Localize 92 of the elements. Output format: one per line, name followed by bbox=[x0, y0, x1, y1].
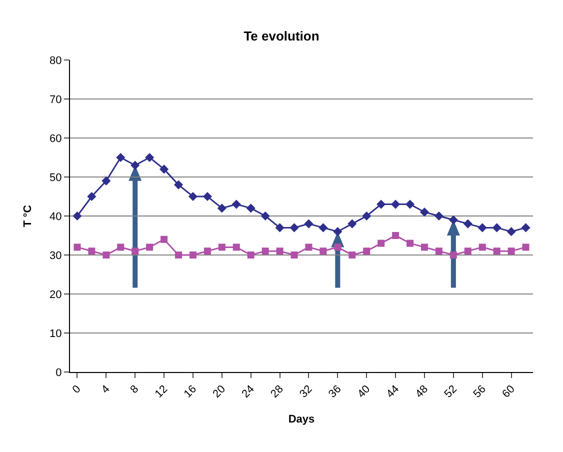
point bbox=[333, 227, 342, 236]
point bbox=[420, 244, 428, 251]
point bbox=[391, 200, 400, 209]
x-tick-label: 28 bbox=[268, 383, 286, 400]
point bbox=[116, 152, 126, 162]
point bbox=[174, 180, 184, 190]
x-tick-label: 20 bbox=[210, 383, 228, 400]
point bbox=[406, 240, 414, 247]
point bbox=[202, 192, 212, 202]
point bbox=[145, 152, 154, 162]
x-tick-label: 12 bbox=[152, 383, 170, 400]
point bbox=[492, 223, 502, 232]
point bbox=[434, 211, 444, 221]
point bbox=[521, 223, 530, 232]
point bbox=[318, 223, 328, 232]
point bbox=[478, 244, 486, 251]
x-tick-label: 60 bbox=[500, 383, 518, 400]
x-tick-label: 40 bbox=[355, 383, 373, 400]
x-tick-label: 44 bbox=[384, 383, 402, 400]
point bbox=[448, 215, 458, 224]
y-tick-label: 20 bbox=[50, 288, 62, 301]
point bbox=[435, 248, 442, 255]
x-tick-label: 16 bbox=[182, 383, 199, 400]
point bbox=[508, 248, 515, 255]
point bbox=[247, 252, 254, 258]
point bbox=[232, 200, 241, 209]
point bbox=[217, 204, 226, 213]
y-axis-title: T °C bbox=[22, 204, 34, 228]
point bbox=[348, 252, 356, 258]
point bbox=[478, 223, 487, 232]
x-tick-label: 52 bbox=[442, 383, 460, 400]
point bbox=[160, 164, 169, 174]
point bbox=[262, 248, 269, 255]
x-tick-label: 24 bbox=[240, 383, 257, 400]
y-tick-label: 0 bbox=[56, 366, 62, 379]
chart-title: Te evolution bbox=[244, 28, 320, 44]
point bbox=[102, 252, 110, 258]
x-tick-label: 36 bbox=[326, 383, 344, 400]
point bbox=[175, 252, 182, 258]
x-axis-title: Days bbox=[288, 414, 315, 426]
y-tick-label: 50 bbox=[50, 172, 62, 184]
point bbox=[88, 248, 96, 255]
point bbox=[74, 244, 81, 251]
point bbox=[464, 248, 472, 255]
y-tick-label: 40 bbox=[50, 210, 62, 223]
point bbox=[204, 248, 211, 255]
point bbox=[189, 252, 196, 258]
point bbox=[493, 248, 500, 255]
y-tick-label: 80 bbox=[50, 54, 62, 67]
point bbox=[304, 219, 314, 228]
x-tick-label: 0 bbox=[70, 383, 84, 396]
point bbox=[87, 192, 96, 202]
point bbox=[260, 211, 270, 221]
point bbox=[405, 200, 415, 209]
point bbox=[72, 211, 82, 221]
y-tick-label: 70 bbox=[50, 94, 62, 106]
point bbox=[506, 227, 516, 236]
point bbox=[305, 244, 312, 251]
point bbox=[463, 219, 472, 228]
point bbox=[146, 244, 154, 251]
point bbox=[232, 244, 240, 251]
y-tick-label: 30 bbox=[50, 250, 62, 262]
point bbox=[188, 192, 198, 202]
x-tick-label: 32 bbox=[298, 383, 315, 400]
point bbox=[290, 223, 299, 232]
point bbox=[160, 236, 168, 243]
point bbox=[117, 244, 124, 251]
point bbox=[218, 244, 226, 251]
point bbox=[420, 208, 430, 217]
point bbox=[522, 244, 530, 251]
point bbox=[376, 200, 386, 209]
point bbox=[363, 248, 370, 255]
x-tick-label: 8 bbox=[128, 383, 142, 396]
point bbox=[450, 252, 457, 258]
point bbox=[392, 232, 400, 239]
point bbox=[290, 252, 298, 258]
point bbox=[320, 248, 327, 255]
point bbox=[102, 176, 111, 186]
x-tick-label: 4 bbox=[99, 383, 112, 396]
x-tick-label: 56 bbox=[471, 383, 488, 400]
point bbox=[348, 219, 357, 228]
point bbox=[362, 211, 372, 221]
y-tick-label: 10 bbox=[50, 328, 62, 340]
point bbox=[246, 204, 256, 213]
x-tick-label: 48 bbox=[413, 383, 430, 400]
point bbox=[334, 244, 342, 251]
point bbox=[130, 160, 140, 170]
point bbox=[276, 248, 284, 255]
point bbox=[378, 240, 385, 247]
y-tick-label: 60 bbox=[50, 132, 62, 145]
point bbox=[275, 223, 284, 232]
point bbox=[132, 248, 139, 255]
